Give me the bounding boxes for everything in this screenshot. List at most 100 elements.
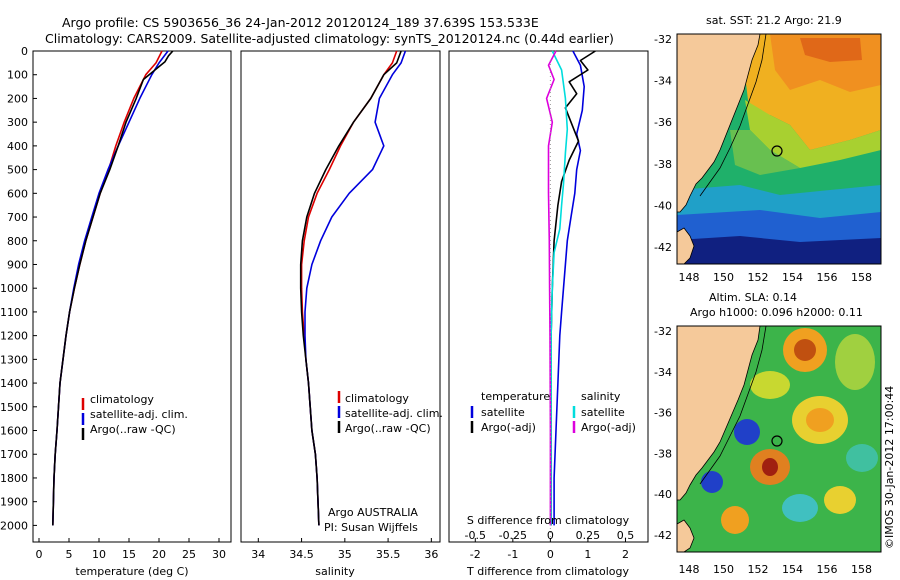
x-tick-label: 0	[36, 548, 43, 561]
legend-salinity-title: salinity	[581, 390, 621, 403]
s-tick-label: 0.25	[576, 529, 601, 542]
x-tick-label: -1	[507, 548, 518, 561]
temperature-frame	[32, 50, 232, 543]
legend-climatology: climatology	[345, 392, 409, 405]
y-tick-label: 700	[7, 211, 28, 224]
argo-float-marker	[771, 145, 783, 157]
legend-satellite: satellite-adj. clim.	[90, 408, 188, 421]
x-tick-label: 2	[622, 548, 629, 561]
y-tick-label: 1500	[0, 401, 28, 414]
map-lon-label: 158	[851, 563, 872, 576]
sla-map-title-1: Altim. SLA: 0.14	[709, 291, 797, 304]
map-lon-label: 158	[851, 271, 872, 284]
salinity-frame	[240, 50, 441, 543]
title-line-2: Climatology: CARS2009. Satellite-adjuste…	[45, 31, 614, 46]
title-line-1: Argo profile: CS 5903656_36 24-Jan-2012 …	[62, 15, 539, 30]
series-line-temperature-argo-adj	[550, 50, 596, 526]
y-tick-label: 1000	[0, 282, 28, 295]
map-lat-label: -36	[654, 407, 672, 420]
x-tick-label: 25	[182, 548, 196, 561]
sst-map-title: sat. SST: 21.2 Argo: 21.9	[706, 14, 842, 27]
imos-credit: ©IMOS 30-Jan-2012 17:00:44	[883, 386, 896, 549]
australia-coast	[677, 34, 761, 213]
y-tick-label: 400	[7, 140, 28, 153]
y-tick-label: 1700	[0, 448, 28, 461]
temperature-legend: climatology satellite-adj. clim. Argo(..…	[81, 393, 188, 440]
t-difference-label: T difference from climatology	[466, 565, 629, 578]
y-tick-label: 900	[7, 258, 28, 271]
map-lon-label: 150	[713, 271, 734, 284]
series-line-salinity-satellite	[550, 50, 569, 526]
difference-legend: temperature salinity satellite Argo(-adj…	[470, 390, 636, 434]
map-lat-label: -32	[654, 33, 672, 46]
map-lat-label: -42	[654, 241, 672, 254]
map-lat-label: -38	[654, 158, 672, 171]
map-lat-label: -42	[654, 529, 672, 542]
sla-map-image	[677, 326, 881, 552]
series-line-argo-raw-qc	[299, 50, 402, 526]
temperature-xlabel: temperature (deg C)	[75, 565, 188, 578]
legend-temp-argo: Argo(-adj)	[481, 421, 536, 434]
y-tick-label: 1200	[0, 330, 28, 343]
y-tick-label: 800	[7, 235, 28, 248]
series-line-temperature-satellite	[553, 50, 586, 526]
legend-sal-argo: Argo(-adj)	[581, 421, 636, 434]
x-tick-label: 36	[424, 548, 438, 561]
x-tick-label: 1	[584, 548, 591, 561]
series-line-salinity-argo-adj	[545, 50, 557, 526]
sla-map-title-2: Argo h1000: 0.096 h2000: 0.11	[690, 306, 863, 319]
series-line-satellite-adj-clim	[52, 50, 169, 526]
series-line-climatology	[52, 50, 163, 526]
legend-sal-satellite: satellite	[581, 406, 625, 419]
legend-temp-satellite: satellite	[481, 406, 525, 419]
map-lon-label: 154	[782, 271, 803, 284]
y-tick-label: 500	[7, 164, 28, 177]
temperature-panel: 0100200300400500600700800900100011001200…	[0, 45, 232, 578]
x-tick-label: -2	[470, 548, 481, 561]
y-tick-label: 1100	[0, 306, 28, 319]
map-lat-label: -40	[654, 199, 672, 212]
series-line-argo-raw-qc	[52, 50, 174, 526]
map-lat-label: -40	[654, 488, 672, 501]
x-tick-label: 34	[251, 548, 265, 561]
series-line-satellite-adj-clim	[304, 50, 407, 526]
x-tick-label: 0	[547, 548, 554, 561]
map-lon-label: 148	[679, 271, 700, 284]
y-tick-label: 1900	[0, 496, 28, 509]
legend-argo: Argo(..raw -QC)	[345, 422, 431, 435]
legend-temperature-title: temperature	[481, 390, 550, 403]
y-tick-label: 1800	[0, 472, 28, 485]
tasmania-coast	[677, 227, 695, 264]
x-tick-label: 5	[66, 548, 73, 561]
salinity-panel: 34 34.5 35 35.5 36 salinity climatology sate…	[240, 50, 443, 578]
difference-frame	[448, 50, 649, 543]
x-tick-label: 34.5	[289, 548, 314, 561]
y-tick-label: 300	[7, 116, 28, 129]
x-tick-label: 35	[338, 548, 352, 561]
x-tick-label: 15	[122, 548, 136, 561]
salinity-legend: climatology satellite-adj. clim. Argo(..…	[337, 391, 443, 435]
map-lat-label: -36	[654, 116, 672, 129]
s-tick-label: 0	[547, 529, 554, 542]
s-tick-label: 0.5	[617, 529, 635, 542]
argo-float-marker	[771, 435, 783, 447]
map-lon-label: 152	[748, 563, 769, 576]
map-lon-label: 156	[817, 271, 838, 284]
map-lon-label: 156	[817, 563, 838, 576]
y-tick-label: 0	[21, 45, 28, 58]
legend-satellite: satellite-adj. clim.	[345, 407, 443, 420]
map-lon-label: 150	[713, 563, 734, 576]
salinity-xlabel: salinity	[315, 565, 355, 578]
x-tick-label: 35.5	[376, 548, 401, 561]
y-tick-label: 1300	[0, 353, 28, 366]
y-tick-label: 600	[7, 187, 28, 200]
s-difference-label: S difference from climatology	[467, 514, 630, 527]
map-lon-label: 154	[782, 563, 803, 576]
y-tick-label: 200	[7, 92, 28, 105]
map-lon-label: 152	[748, 271, 769, 284]
map-lat-label: -34	[654, 75, 672, 88]
s-tick-label: -0.5	[465, 529, 486, 542]
sst-map: sat. SST: 21.2 Argo: 21.9 -32 -34 -36 -38 -4…	[654, 14, 882, 284]
x-tick-label: 30	[212, 548, 226, 561]
